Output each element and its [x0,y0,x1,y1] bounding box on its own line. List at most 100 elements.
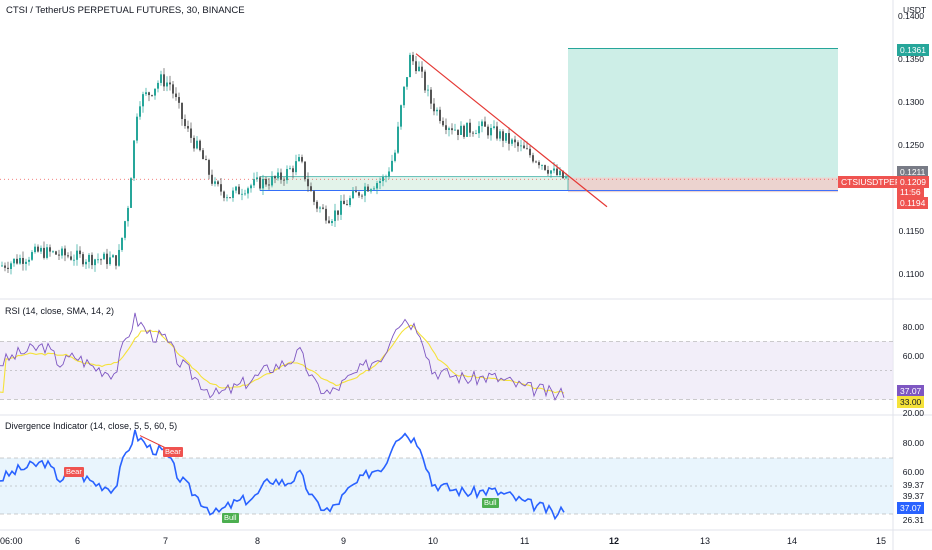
chart-title[interactable]: CTSI / TetherUS PERPETUAL FUTURES, 30, B… [6,5,245,16]
candle-body [112,255,114,258]
candle-body [541,165,543,166]
candle-body [322,207,324,209]
candle-body [328,220,330,224]
candle-body [91,254,93,266]
entry-price-badge: 0.1211 [897,166,929,178]
candle-body [355,191,357,193]
candle-body [325,208,327,221]
candle-body [379,181,381,184]
candle-body [259,177,261,189]
candle-body [172,84,174,94]
candle-body [346,204,348,206]
candle-body [223,191,225,198]
time-tick: 7 [163,536,169,546]
symbol-badge[interactable]: CTSIUSDTPERP [838,176,910,188]
candle-body [121,237,123,250]
candle-body [211,174,213,184]
candle-body [100,259,102,261]
candle-body [451,128,453,131]
candle-body [331,221,333,224]
candle-body [337,210,339,215]
candle-body [142,94,144,107]
candle-body [235,186,237,191]
candle-body [421,66,423,72]
candle-body [256,177,258,180]
candle-body [217,181,219,185]
rsi-tick: 60.00 [902,351,924,361]
candle-body [148,92,150,96]
candle-body [556,168,558,176]
candle-body [412,54,414,62]
candle-body [208,160,210,175]
candle-body [559,170,561,176]
candle-body [34,246,36,253]
candle-body [472,132,474,134]
candle-body [226,197,228,199]
candle-body [460,125,462,135]
candle-body [397,126,399,153]
divergence-pane-title[interactable]: Divergence Indicator (14, close, 5, 5, 6… [5,421,178,431]
candle-body [136,116,138,141]
candle-body [280,172,282,180]
candle-body [250,185,252,189]
candle-body [187,126,189,129]
candle-body [181,102,183,120]
candle-body [76,250,78,260]
candle-body [463,125,465,137]
candle-body [493,126,495,128]
divergence-tick: 80.00 [902,438,924,448]
candle-body [163,74,165,87]
candle-body [361,195,363,197]
candle-body [22,257,24,264]
candle-body [427,89,429,91]
candle-body [385,176,387,178]
rsi-ma-line [0,324,565,394]
candle-body [277,172,279,179]
price-tick: 0.1250 [898,140,924,150]
price-axis-currency: USDT [903,5,927,15]
candle-body [160,74,162,83]
time-tick: 13 [700,536,711,546]
candle-body [499,131,501,139]
candle-body [547,169,549,174]
candle-body [442,120,444,126]
candle-body [82,254,84,265]
candle-body [439,109,441,121]
candle-body [448,128,450,130]
candle-body [301,157,303,162]
support-zone [259,176,569,191]
candle-body [127,207,129,222]
candle-body [391,160,393,172]
candle-body [232,190,234,198]
time-tick: 06:00 [0,536,23,546]
candle-body [196,140,198,149]
candle-body [247,188,249,194]
candle-body [295,161,297,173]
candle-body [298,157,300,162]
target-zone [568,48,838,178]
candle-body [466,122,468,137]
stop-price-badge: 0.1194 [897,197,929,209]
candle-body [511,139,513,144]
candle-body [94,259,96,266]
candle-body [316,201,318,209]
candle-body [55,251,57,255]
candle-body [31,252,33,260]
candle-body [241,193,243,195]
time-tick: 9 [341,536,347,546]
candle-body [145,92,147,95]
rsi-pane-title[interactable]: RSI (14, close, SMA, 14, 2) [5,306,115,316]
bull-divergence-tag: Bull [482,498,499,508]
candle-body [550,170,552,174]
candle-body [409,54,411,78]
candle-body [16,258,18,264]
candle-body [109,257,111,265]
candle-body [502,131,504,141]
candle-body [199,140,201,151]
divergence-value-badge: 37.07 [897,502,925,514]
candle-body [271,176,273,186]
candle-body [202,150,204,160]
candle-body [373,188,375,190]
